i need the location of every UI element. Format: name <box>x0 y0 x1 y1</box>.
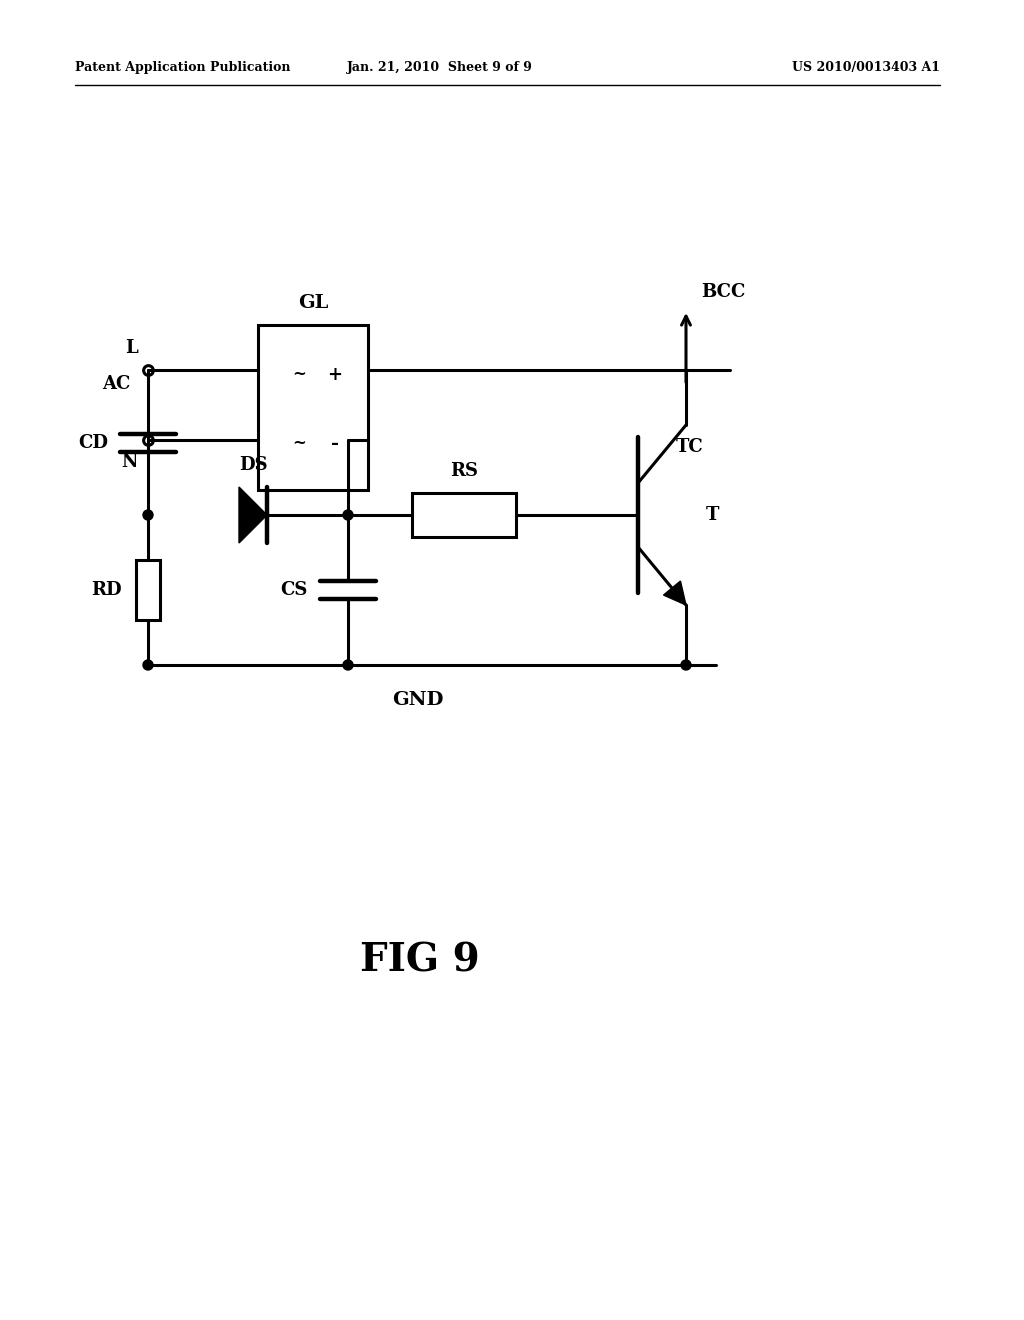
Bar <box>258 325 368 490</box>
Text: Patent Application Publication: Patent Application Publication <box>75 62 291 74</box>
Text: GND: GND <box>392 690 443 709</box>
Bar <box>136 560 160 620</box>
Text: T: T <box>706 506 720 524</box>
Text: US 2010/0013403 A1: US 2010/0013403 A1 <box>792 62 940 74</box>
Text: RS: RS <box>450 462 478 480</box>
Text: -: - <box>331 434 339 453</box>
Circle shape <box>143 510 153 520</box>
Circle shape <box>343 510 353 520</box>
Text: BCC: BCC <box>701 282 745 301</box>
Text: FIG 9: FIG 9 <box>360 941 480 979</box>
Circle shape <box>343 660 353 671</box>
Text: +: + <box>328 366 342 384</box>
Text: N: N <box>122 453 138 471</box>
Text: L: L <box>125 339 138 356</box>
Polygon shape <box>239 487 267 543</box>
Text: GL: GL <box>298 294 328 312</box>
Bar <box>412 492 516 537</box>
Text: RD: RD <box>91 581 122 599</box>
Text: ~: ~ <box>292 366 306 383</box>
Text: ~: ~ <box>292 436 306 453</box>
Text: CS: CS <box>281 581 308 599</box>
Text: CD: CD <box>78 433 108 451</box>
Circle shape <box>143 660 153 671</box>
Text: DS: DS <box>239 455 267 474</box>
Polygon shape <box>664 581 686 605</box>
Text: AC: AC <box>101 375 130 393</box>
Text: Jan. 21, 2010  Sheet 9 of 9: Jan. 21, 2010 Sheet 9 of 9 <box>347 62 532 74</box>
Text: TC: TC <box>676 438 703 455</box>
Circle shape <box>681 660 691 671</box>
